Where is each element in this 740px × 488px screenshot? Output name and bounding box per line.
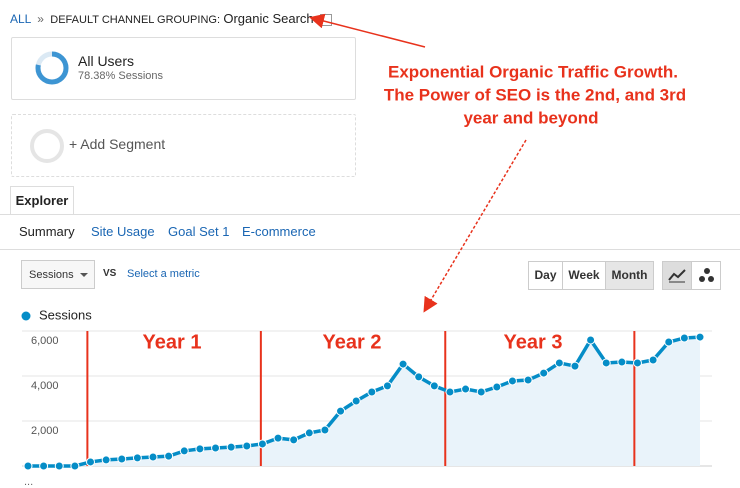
motion-view-button[interactable] <box>691 261 721 290</box>
data-point <box>23 461 33 471</box>
data-point <box>101 455 111 465</box>
data-point <box>273 433 283 443</box>
data-point <box>492 382 502 392</box>
plot: 2,000 4,000 6,000 Year 1 Year 2 Year 3 <box>22 330 712 471</box>
area <box>28 337 700 466</box>
subtab-rule <box>0 249 740 250</box>
data-point <box>304 428 314 438</box>
data-point <box>476 387 486 397</box>
data-point <box>523 375 533 385</box>
data-point <box>164 451 174 461</box>
data-point <box>648 355 658 365</box>
data-point <box>86 457 96 467</box>
y-tick-label: 2,000 <box>31 425 59 437</box>
data-point <box>289 435 299 445</box>
subtab[interactable]: Goal Set 1 <box>168 224 230 239</box>
data-point <box>382 381 392 391</box>
subtab[interactable]: Summary <box>19 224 75 239</box>
data-point <box>132 453 142 463</box>
arrow <box>309 13 426 48</box>
data-point <box>54 461 64 471</box>
period-button[interactable]: Day <box>528 261 563 290</box>
annotation-line: year and beyond <box>463 108 598 127</box>
annotation: Exponential Organic Traffic Growth. The … <box>384 62 686 127</box>
legend-dot <box>21 311 31 321</box>
line-icon <box>668 269 686 283</box>
subtab[interactable]: Site Usage <box>91 224 155 239</box>
metric-dropdown[interactable]: Sessions <box>21 260 95 289</box>
add-ring <box>30 129 64 163</box>
data-point <box>586 335 596 345</box>
data-point <box>351 396 361 406</box>
data-point <box>320 425 330 435</box>
year-label: Year 2 <box>323 331 382 353</box>
more: ... <box>24 476 33 488</box>
breadcrumb: ALL » DEFAULT CHANNEL GROUPING: Organic … <box>10 11 333 26</box>
data-point <box>570 361 580 371</box>
grouping-label: DEFAULT CHANNEL GROUPING: <box>50 14 220 26</box>
data-point <box>632 358 642 368</box>
data-point <box>195 444 205 454</box>
subtab[interactable]: E-commerce <box>242 224 316 239</box>
year-label: Year 3 <box>504 331 563 353</box>
period-button[interactable]: Week <box>562 261 606 290</box>
data-point <box>179 446 189 456</box>
data-point <box>695 332 705 342</box>
period-button[interactable]: Month <box>605 261 654 290</box>
separator: » <box>37 12 44 26</box>
annotation-line: The Power of SEO is the 2nd, and 3rd <box>384 85 686 104</box>
data-point <box>39 461 49 471</box>
y-tick-label: 4,000 <box>31 380 59 392</box>
segment-name: All Users <box>78 53 135 69</box>
explorer-tab[interactable]: Explorer <box>10 186 74 215</box>
data-point <box>539 368 549 378</box>
tab-rule <box>0 214 740 215</box>
arrow <box>423 139 527 313</box>
segment-detail: 78.38% Sessions <box>78 70 163 82</box>
data-point <box>617 357 627 367</box>
dots-icon <box>699 268 714 282</box>
data-point <box>554 358 564 368</box>
data-point <box>429 381 439 391</box>
data-point <box>117 454 127 464</box>
annotation-line: Exponential Organic Traffic Growth. <box>388 62 678 81</box>
data-point <box>507 376 517 386</box>
data-point <box>257 439 267 449</box>
data-point <box>226 442 236 452</box>
data-point <box>414 372 424 382</box>
data-point <box>70 461 80 471</box>
y-tick-label: 6,000 <box>31 335 59 347</box>
line-view-button[interactable] <box>662 261 692 290</box>
segment-ring <box>35 51 69 85</box>
year-label: Year 1 <box>143 331 202 353</box>
data-point <box>461 384 471 394</box>
vs-label: VS <box>103 268 117 279</box>
data-point <box>679 333 689 343</box>
add-segment[interactable]: + Add Segment <box>11 114 356 177</box>
data-point <box>148 452 158 462</box>
data-point <box>211 443 221 453</box>
legend-label: Sessions <box>39 307 92 322</box>
data-point <box>601 358 611 368</box>
data-point <box>445 387 455 397</box>
segment-card[interactable]: All Users 78.38% Sessions <box>11 37 356 100</box>
select-metric[interactable]: Select a metric <box>127 268 200 280</box>
data-point <box>664 337 674 347</box>
data-point <box>367 387 377 397</box>
data-point <box>336 406 346 416</box>
metric-label: Sessions <box>29 269 74 281</box>
grouping-value: Organic Search <box>223 11 314 26</box>
add-segment-label: + Add Segment <box>69 136 166 152</box>
data-point <box>398 359 408 369</box>
data-point <box>242 441 252 451</box>
all-link[interactable]: ALL <box>10 12 31 26</box>
caret <box>80 273 88 281</box>
